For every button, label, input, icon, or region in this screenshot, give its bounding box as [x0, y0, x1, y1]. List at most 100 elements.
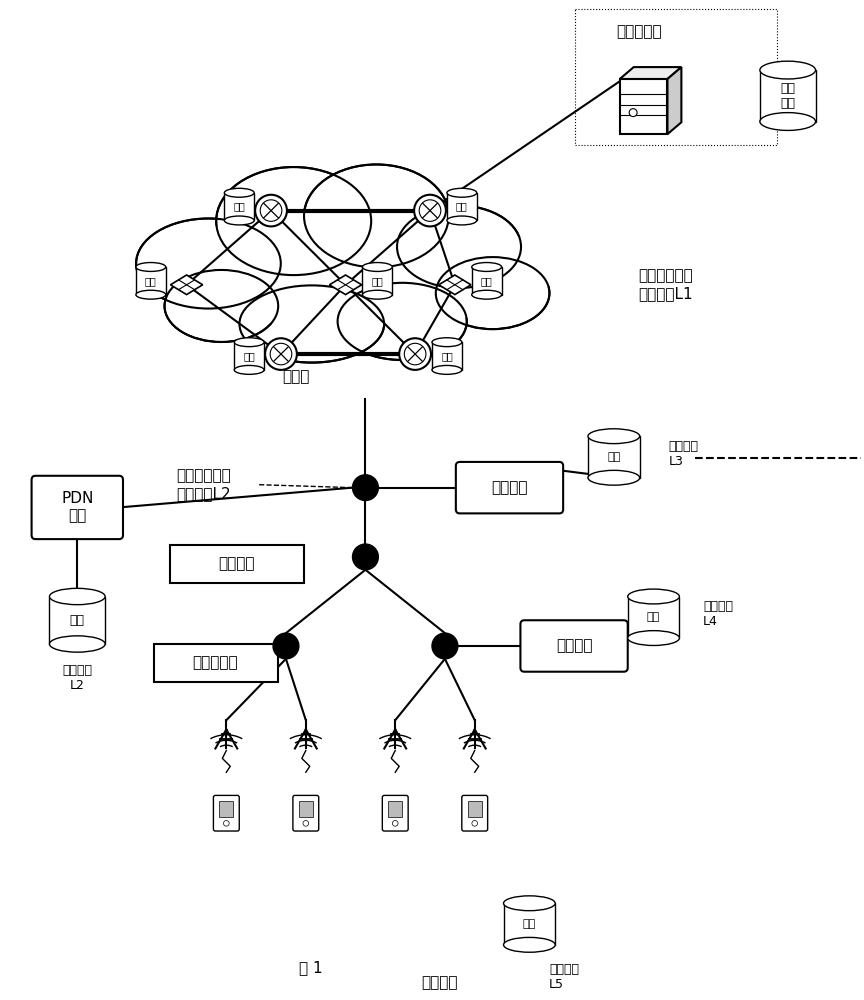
Bar: [588, 436, 639, 478]
Bar: [49, 597, 105, 644]
Circle shape: [273, 633, 299, 659]
Ellipse shape: [363, 290, 392, 299]
Ellipse shape: [225, 216, 254, 225]
Text: 缓存: 缓存: [607, 452, 620, 462]
Bar: [388, 801, 403, 817]
Text: 内容提供者: 内容提供者: [616, 25, 662, 40]
Ellipse shape: [432, 365, 461, 374]
Circle shape: [432, 633, 458, 659]
Bar: [363, 267, 392, 295]
FancyBboxPatch shape: [456, 462, 563, 513]
Text: 核心网: 核心网: [283, 369, 309, 384]
Circle shape: [399, 338, 431, 370]
Bar: [619, 79, 668, 134]
Bar: [219, 801, 233, 817]
Ellipse shape: [435, 257, 550, 329]
Ellipse shape: [504, 937, 556, 952]
Text: 缓存: 缓存: [70, 614, 85, 627]
Ellipse shape: [239, 285, 384, 363]
Ellipse shape: [216, 167, 372, 275]
Ellipse shape: [759, 113, 816, 130]
Text: 移动终端: 移动终端: [422, 975, 458, 990]
Polygon shape: [329, 275, 362, 295]
Text: PDN
网关: PDN 网关: [61, 491, 93, 524]
Ellipse shape: [144, 212, 557, 328]
Ellipse shape: [136, 290, 166, 299]
Bar: [504, 903, 556, 945]
Circle shape: [414, 195, 446, 226]
Text: 缓存位置
L5: 缓存位置 L5: [550, 963, 579, 991]
Text: 缓存: 缓存: [372, 276, 384, 286]
Ellipse shape: [588, 429, 639, 444]
Bar: [225, 193, 254, 220]
Bar: [628, 597, 679, 638]
Text: 本地网关: 本地网关: [492, 480, 528, 495]
Ellipse shape: [472, 263, 501, 271]
Ellipse shape: [472, 290, 501, 299]
Polygon shape: [439, 275, 471, 295]
Ellipse shape: [136, 263, 166, 271]
Circle shape: [265, 338, 297, 370]
Text: 缓存: 缓存: [523, 919, 536, 929]
Ellipse shape: [164, 270, 278, 342]
Text: 核心网路由器
缓存位置L1: 核心网路由器 缓存位置L1: [638, 269, 694, 301]
Text: 缓存: 缓存: [145, 276, 156, 286]
Bar: [432, 342, 461, 370]
Ellipse shape: [432, 338, 461, 347]
Ellipse shape: [304, 164, 448, 267]
FancyBboxPatch shape: [32, 476, 123, 539]
Bar: [447, 193, 477, 220]
Ellipse shape: [397, 206, 521, 288]
Text: 边界路由器层
缓存位置L2: 边界路由器层 缓存位置L2: [176, 468, 231, 501]
FancyBboxPatch shape: [520, 620, 628, 672]
Circle shape: [472, 821, 478, 826]
Ellipse shape: [759, 61, 816, 79]
Ellipse shape: [447, 216, 477, 225]
Ellipse shape: [234, 365, 264, 374]
Ellipse shape: [588, 470, 639, 485]
Polygon shape: [619, 67, 682, 79]
Circle shape: [353, 544, 378, 570]
Text: 无线接入网: 无线接入网: [193, 655, 238, 670]
Ellipse shape: [49, 588, 105, 605]
Bar: [136, 267, 166, 295]
Polygon shape: [668, 67, 682, 134]
Text: 缓存位置
L4: 缓存位置 L4: [703, 600, 734, 628]
Text: 缓存: 缓存: [480, 276, 492, 286]
Text: 本地网关: 本地网关: [556, 638, 593, 653]
Ellipse shape: [338, 283, 467, 360]
Text: 缓存: 缓存: [233, 202, 245, 212]
Circle shape: [353, 475, 378, 501]
Bar: [467, 801, 482, 817]
Bar: [472, 267, 501, 295]
Ellipse shape: [137, 218, 281, 309]
FancyBboxPatch shape: [169, 545, 304, 583]
Text: 缓存位置
L3: 缓存位置 L3: [669, 440, 698, 468]
Bar: [299, 801, 313, 817]
Ellipse shape: [628, 631, 679, 645]
FancyBboxPatch shape: [461, 795, 487, 831]
Bar: [234, 342, 264, 370]
Text: 图 1: 图 1: [299, 960, 322, 975]
Ellipse shape: [447, 188, 477, 197]
Text: 缓存: 缓存: [441, 351, 453, 361]
Ellipse shape: [363, 263, 392, 271]
Text: 内容
存储: 内容 存储: [780, 82, 795, 110]
Text: 缓存: 缓存: [647, 612, 660, 622]
Bar: [759, 70, 816, 122]
FancyBboxPatch shape: [293, 795, 319, 831]
Circle shape: [224, 821, 229, 826]
Text: 回传网络: 回传网络: [218, 556, 255, 571]
Ellipse shape: [111, 199, 589, 341]
FancyBboxPatch shape: [383, 795, 408, 831]
Circle shape: [629, 109, 637, 117]
Ellipse shape: [49, 636, 105, 652]
Text: 缓存: 缓存: [244, 351, 255, 361]
FancyBboxPatch shape: [213, 795, 239, 831]
FancyBboxPatch shape: [154, 644, 278, 682]
Circle shape: [255, 195, 287, 226]
Circle shape: [392, 821, 398, 826]
Polygon shape: [170, 275, 203, 295]
Ellipse shape: [504, 896, 556, 911]
Text: 缓存: 缓存: [456, 202, 467, 212]
